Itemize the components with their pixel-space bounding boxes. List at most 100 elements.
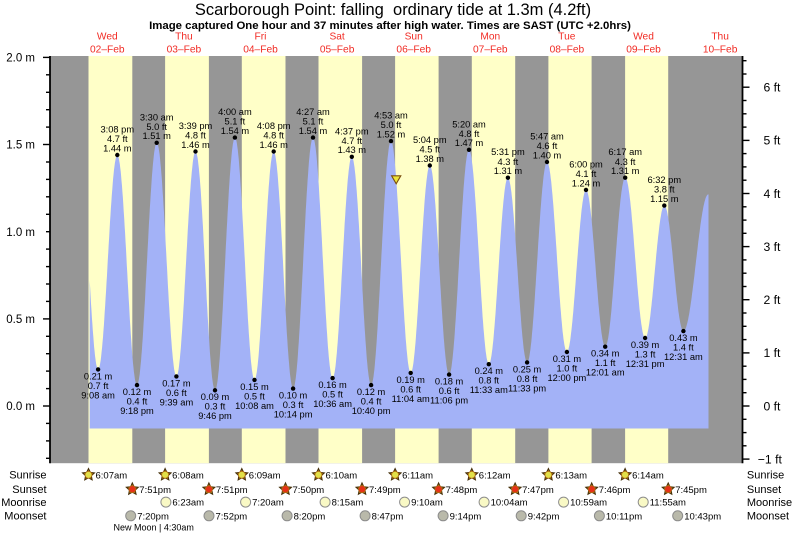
svg-text:−1 ft: −1 ft <box>758 452 783 466</box>
svg-text:0.6 ft: 0.6 ft <box>439 386 460 396</box>
svg-text:Scarborough Point: falling or: Scarborough Point: falling ordinary tide… <box>195 1 591 19</box>
svg-text:5.1 ft: 5.1 ft <box>303 117 324 127</box>
svg-text:0.5 ft: 0.5 ft <box>322 390 343 400</box>
svg-text:4.3 ft: 4.3 ft <box>498 157 519 167</box>
svg-text:Sun: Sun <box>405 32 423 43</box>
svg-text:Mon: Mon <box>480 32 500 43</box>
svg-text:6:12am: 6:12am <box>479 470 511 481</box>
svg-text:0.6 ft: 0.6 ft <box>166 388 187 398</box>
svg-text:0.8 ft: 0.8 ft <box>478 376 499 386</box>
svg-text:5.0 ft: 5.0 ft <box>146 122 167 132</box>
svg-text:1.31 m: 1.31 m <box>494 166 523 176</box>
svg-text:4.8 ft: 4.8 ft <box>459 129 480 139</box>
svg-text:9:10am: 9:10am <box>411 498 443 509</box>
svg-text:11:33 pm: 11:33 pm <box>508 383 546 393</box>
svg-text:5:04 pm: 5:04 pm <box>413 135 447 145</box>
svg-text:4.8 ft: 4.8 ft <box>263 131 284 141</box>
svg-text:9:46 pm: 9:46 pm <box>198 411 232 421</box>
svg-text:4 ft: 4 ft <box>764 187 782 201</box>
svg-text:10:08 am: 10:08 am <box>235 401 274 411</box>
svg-text:0.25 m: 0.25 m <box>513 364 542 374</box>
svg-text:0.17 m: 0.17 m <box>162 378 191 388</box>
svg-text:6:13am: 6:13am <box>555 470 587 481</box>
svg-text:12:01 am: 12:01 am <box>586 368 625 378</box>
svg-text:10:36 am: 10:36 am <box>313 399 352 409</box>
svg-text:3:30 am: 3:30 am <box>140 112 174 122</box>
svg-text:1.38 m: 1.38 m <box>416 154 445 164</box>
svg-text:1.40 m: 1.40 m <box>533 150 562 160</box>
svg-text:11:55am: 11:55am <box>650 498 686 509</box>
svg-text:5 ft: 5 ft <box>764 134 782 148</box>
svg-text:7:45pm: 7:45pm <box>675 485 707 496</box>
svg-text:10:14 pm: 10:14 pm <box>274 410 313 420</box>
svg-text:0.34 m: 0.34 m <box>591 349 620 359</box>
svg-text:5:20 am: 5:20 am <box>452 119 486 129</box>
svg-text:0.4 ft: 0.4 ft <box>361 397 382 407</box>
svg-text:6:09am: 6:09am <box>249 470 281 481</box>
svg-text:6:23am: 6:23am <box>172 498 204 509</box>
svg-text:1.54 m: 1.54 m <box>299 126 328 136</box>
svg-text:12:31 pm: 12:31 pm <box>626 359 665 369</box>
svg-text:6:00 pm: 6:00 pm <box>569 159 603 169</box>
svg-text:3:08 pm: 3:08 pm <box>101 125 135 135</box>
svg-text:4.7 ft: 4.7 ft <box>341 136 362 146</box>
svg-text:4.3 ft: 4.3 ft <box>615 157 636 167</box>
svg-text:7:52pm: 7:52pm <box>216 511 248 522</box>
svg-text:7:47pm: 7:47pm <box>522 485 554 496</box>
svg-text:Wed: Wed <box>97 32 118 43</box>
svg-text:10:59am: 10:59am <box>570 498 607 509</box>
svg-text:1 ft: 1 ft <box>764 346 782 360</box>
svg-text:11:33 am: 11:33 am <box>470 385 508 395</box>
svg-text:7:51pm: 7:51pm <box>139 485 171 496</box>
svg-text:6:08am: 6:08am <box>172 470 204 481</box>
svg-text:9:39 am: 9:39 am <box>160 397 194 407</box>
svg-text:09–Feb: 09–Feb <box>626 44 661 55</box>
svg-text:0.8 ft: 0.8 ft <box>517 374 538 384</box>
svg-text:6:10am: 6:10am <box>326 470 358 481</box>
svg-text:3 ft: 3 ft <box>764 240 782 254</box>
svg-text:1.43 m: 1.43 m <box>338 145 367 155</box>
svg-text:12:00 pm: 12:00 pm <box>548 373 587 383</box>
svg-text:02–Feb: 02–Feb <box>90 44 125 55</box>
svg-text:7:51pm: 7:51pm <box>216 485 248 496</box>
svg-text:Sunset: Sunset <box>747 484 781 496</box>
svg-text:03–Feb: 03–Feb <box>167 44 202 55</box>
svg-text:7:46pm: 7:46pm <box>599 485 631 496</box>
svg-text:1.3 ft: 1.3 ft <box>635 349 656 359</box>
svg-text:5:31 pm: 5:31 pm <box>491 147 525 157</box>
svg-text:4:53 am: 4:53 am <box>374 111 408 121</box>
svg-text:4:00 am: 4:00 am <box>218 107 252 117</box>
svg-text:12:31 am: 12:31 am <box>664 352 703 362</box>
svg-text:11:04 am: 11:04 am <box>392 394 430 404</box>
svg-text:0.12 m: 0.12 m <box>357 387 386 397</box>
svg-text:0.18 m: 0.18 m <box>435 377 464 387</box>
svg-text:5:47 am: 5:47 am <box>530 132 564 142</box>
svg-text:2.0 m: 2.0 m <box>6 53 35 65</box>
svg-text:0.31 m: 0.31 m <box>553 354 582 364</box>
svg-text:Wed: Wed <box>633 32 654 43</box>
svg-text:6:07am: 6:07am <box>96 470 128 481</box>
svg-text:7:49pm: 7:49pm <box>369 485 401 496</box>
svg-text:0.15 m: 0.15 m <box>240 382 269 392</box>
svg-text:0.39 m: 0.39 m <box>631 340 660 350</box>
svg-text:6:14am: 6:14am <box>632 470 664 481</box>
svg-text:0.10 m: 0.10 m <box>279 391 308 401</box>
svg-text:10:43pm: 10:43pm <box>684 511 721 522</box>
svg-text:4:08 pm: 4:08 pm <box>257 121 291 131</box>
svg-text:1.47 m: 1.47 m <box>455 138 484 148</box>
svg-text:0.24 m: 0.24 m <box>475 366 504 376</box>
svg-text:6:11am: 6:11am <box>402 470 433 481</box>
svg-text:Moonset: Moonset <box>747 511 789 523</box>
svg-text:Sunrise: Sunrise <box>747 470 784 482</box>
svg-text:4:37 pm: 4:37 pm <box>335 126 369 136</box>
svg-text:Sat: Sat <box>329 32 344 43</box>
svg-text:Thu: Thu <box>711 32 729 43</box>
svg-text:07–Feb: 07–Feb <box>473 44 508 55</box>
svg-text:0.4 ft: 0.4 ft <box>127 397 148 407</box>
svg-text:3.8 ft: 3.8 ft <box>654 185 675 195</box>
svg-text:Sunrise: Sunrise <box>9 470 46 482</box>
svg-text:3:39 pm: 3:39 pm <box>179 121 213 131</box>
svg-text:10–Feb: 10–Feb <box>703 44 738 55</box>
svg-text:4.8 ft: 4.8 ft <box>185 131 206 141</box>
svg-text:6:32 pm: 6:32 pm <box>648 175 682 185</box>
